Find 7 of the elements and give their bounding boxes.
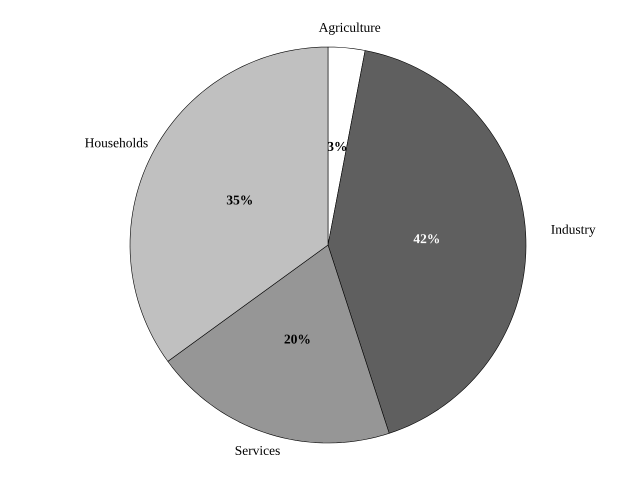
slice-label: Services: [236, 446, 280, 456]
slice-label: Industry: [551, 224, 596, 237]
slice-label: Households: [85, 138, 148, 148]
data-label: 20%: [284, 334, 310, 344]
data-label: 35%: [226, 195, 252, 205]
slice-label: Agriculture: [318, 22, 380, 35]
data-label: 42%: [414, 234, 439, 244]
